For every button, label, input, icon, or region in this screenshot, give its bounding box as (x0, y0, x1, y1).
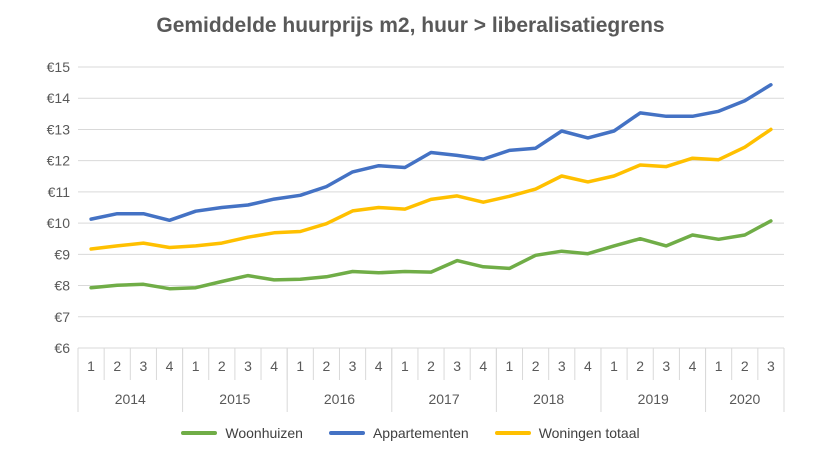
legend-label: Woningen totaal (538, 425, 640, 441)
y-tick-label: €14 (47, 90, 71, 106)
legend-label: Appartementen (372, 425, 469, 441)
y-tick-label: €11 (48, 184, 71, 200)
x-tick-label-quarter: 1 (715, 358, 723, 374)
x-tick-label-year: 2018 (533, 391, 564, 407)
legend-item: Appartementen (328, 425, 469, 441)
x-tick-label-quarter: 3 (349, 358, 357, 374)
x-tick-label-quarter: 4 (375, 358, 383, 374)
legend-swatch (181, 431, 218, 435)
x-tick-label-year: 2014 (115, 391, 146, 407)
legend-swatch (328, 431, 365, 435)
x-tick-label-quarter: 4 (584, 358, 592, 374)
x-tick-label-quarter: 1 (87, 358, 95, 374)
x-tick-label-year: 2015 (219, 391, 250, 407)
x-tick-label-quarter: 3 (558, 358, 566, 374)
x-tick-label-quarter: 3 (767, 358, 775, 374)
chart-title: Gemiddelde huurprijs m2, huur > liberali… (156, 14, 665, 37)
x-tick-label-quarter: 3 (139, 358, 147, 374)
legend-item: Woonhuizen (181, 425, 303, 441)
x-tick-label-quarter: 4 (270, 358, 278, 374)
x-tick-label-quarter: 1 (610, 358, 618, 374)
y-tick-label: €15 (47, 59, 71, 75)
x-tick-label-quarter: 2 (323, 358, 331, 374)
x-tick-label-quarter: 4 (479, 358, 487, 374)
x-tick-label-quarter: 3 (244, 358, 252, 374)
x-tick-label-quarter: 1 (401, 358, 409, 374)
y-tick-label: €9 (54, 246, 70, 262)
x-tick-label-quarter: 2 (427, 358, 435, 374)
x-tick-label-quarter: 1 (296, 358, 304, 374)
y-tick-label: €13 (47, 121, 71, 137)
y-tick-label: €7 (54, 309, 70, 325)
x-tick-label-quarter: 4 (689, 358, 697, 374)
x-tick-label-year: 2016 (324, 391, 355, 407)
x-tick-label-quarter: 3 (453, 358, 461, 374)
x-tick-label-quarter: 3 (662, 358, 670, 374)
x-tick-label-quarter: 2 (532, 358, 540, 374)
y-tick-label: €6 (54, 340, 70, 356)
x-tick-label-quarter: 1 (192, 358, 200, 374)
x-tick-label-quarter: 2 (113, 358, 121, 374)
x-tick-label-quarter: 2 (741, 358, 749, 374)
x-tick-label-quarter: 1 (506, 358, 514, 374)
series-line-woningen-totaal (89, 127, 773, 251)
x-tick-label-year: 2017 (428, 391, 459, 407)
x-tick-label-quarter: 2 (636, 358, 644, 374)
x-tick-label-year: 2020 (729, 391, 760, 407)
legend-item: Woningen totaal (494, 425, 640, 441)
legend-swatch (494, 431, 531, 435)
y-tick-label: €8 (54, 278, 70, 294)
series-line-appartementen (89, 83, 773, 223)
x-tick-label-year: 2019 (638, 391, 669, 407)
y-tick-label: €10 (47, 215, 71, 231)
chart-legend: Woonhuizen Appartementen Woningen totaal (0, 425, 821, 441)
x-tick-label-quarter: 2 (218, 358, 226, 374)
series-line-woonhuizen (89, 219, 773, 291)
y-tick-label: €12 (47, 153, 71, 169)
legend-label: Woonhuizen (225, 425, 303, 441)
x-tick-label-quarter: 4 (166, 358, 174, 374)
